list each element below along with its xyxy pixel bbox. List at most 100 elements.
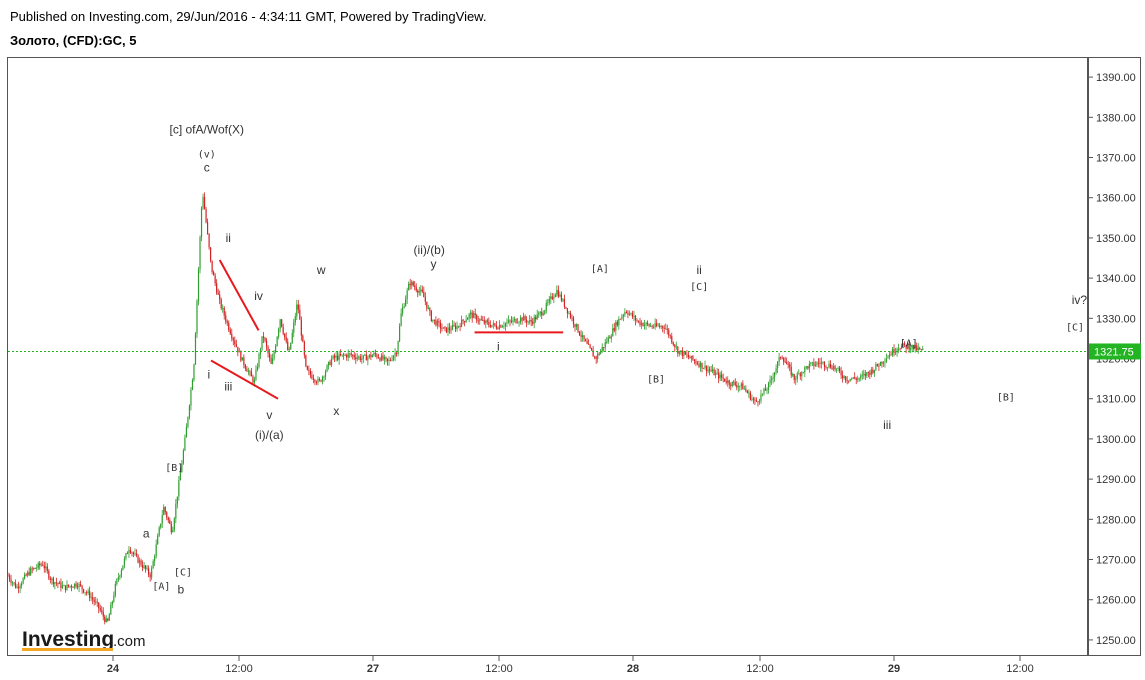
candle-body — [234, 340, 236, 345]
wave-label: i — [208, 368, 211, 382]
candle-body — [138, 560, 141, 563]
candle-body — [61, 585, 64, 588]
candle-body — [132, 552, 135, 554]
candle-body — [637, 320, 640, 322]
candle-body — [840, 371, 842, 376]
candle-body — [21, 583, 23, 586]
x-tick-label: 12:00 — [746, 663, 774, 675]
candle-body — [287, 341, 289, 350]
candle-body — [46, 566, 48, 571]
candle-body — [668, 329, 670, 336]
candle-body — [775, 368, 777, 373]
candle-body — [721, 374, 723, 378]
investing-logo[interactable]: Investing .com — [22, 628, 146, 651]
candle-body — [814, 364, 817, 366]
candle-body — [624, 312, 626, 316]
candle-body — [166, 512, 168, 518]
candle-body — [367, 356, 369, 361]
candle-body — [473, 313, 475, 319]
candle-body — [352, 355, 354, 356]
wave-label: [A] — [152, 582, 170, 593]
candle-body — [640, 323, 643, 325]
candle-body — [565, 306, 567, 309]
candle-body — [205, 209, 207, 223]
candle-body — [701, 362, 703, 369]
candle-body — [25, 574, 27, 576]
candle-body — [524, 316, 526, 320]
candle-body — [902, 343, 904, 346]
candle-body — [663, 327, 665, 329]
candle-body — [441, 328, 443, 330]
candle-body — [842, 375, 844, 378]
wave-label: v — [266, 408, 272, 422]
candle-body — [671, 336, 673, 343]
candle-body — [916, 345, 918, 351]
candle-body — [866, 372, 868, 376]
x-tick-label: 12:00 — [485, 663, 513, 675]
x-tick-label: 12:00 — [225, 663, 253, 675]
candle-body — [172, 529, 174, 533]
candle-body — [39, 563, 41, 566]
candle-body — [252, 376, 254, 383]
candle-body — [535, 317, 537, 320]
y-tick-label: 1370.00 — [1096, 153, 1136, 165]
candle-body — [547, 302, 549, 304]
wave-label: [C] — [690, 282, 708, 293]
candle-body — [533, 317, 535, 324]
candle-body — [102, 611, 104, 617]
candle-body — [229, 330, 231, 334]
candle-body — [70, 585, 73, 588]
candle-body — [83, 589, 85, 593]
candle-body — [217, 292, 219, 295]
candle-body — [896, 348, 898, 352]
candle-body — [137, 555, 139, 563]
candle-body — [447, 327, 449, 333]
candle-body — [786, 362, 788, 365]
candle-body — [433, 319, 435, 321]
y-axis: 1390.00 1380.00 1370.00 1360.00 1350.00 1340.… — [1088, 72, 1136, 647]
candle-body — [680, 350, 682, 352]
candle-body — [382, 355, 384, 360]
candle-body — [294, 316, 296, 323]
candle-body — [220, 299, 222, 309]
candle-body — [164, 507, 166, 513]
candle-body — [261, 336, 263, 350]
candle-body — [318, 379, 321, 381]
candle-body — [244, 365, 246, 369]
candle-body — [314, 379, 316, 383]
candle-body — [13, 582, 15, 584]
candle-body — [660, 326, 662, 327]
candle-body — [589, 344, 591, 348]
candle-body — [521, 317, 523, 321]
candle-body — [586, 341, 588, 344]
candle-body — [96, 601, 98, 603]
candle-body — [772, 377, 774, 379]
candle-body — [767, 383, 770, 390]
candle-body — [14, 583, 17, 588]
candle-body — [764, 388, 767, 391]
candle-body — [766, 389, 768, 391]
candle-body — [612, 328, 614, 337]
candle-body — [884, 361, 886, 363]
candle-body — [347, 353, 349, 358]
candle-body — [607, 337, 609, 342]
candle-body — [51, 578, 53, 580]
candle-body — [353, 355, 355, 358]
candle-body — [615, 321, 617, 331]
candle-body — [383, 357, 386, 360]
candle-body — [149, 574, 151, 578]
candle-body — [642, 323, 644, 326]
candle-body — [34, 568, 36, 569]
candle-body — [609, 337, 611, 339]
candle-body — [839, 368, 841, 372]
candle-body — [795, 379, 797, 380]
last-price-badge-bg — [1089, 343, 1141, 360]
candle-body — [707, 369, 709, 372]
candle-body — [908, 344, 910, 350]
wave-label: iv? — [1072, 293, 1088, 307]
candle-body — [512, 319, 514, 322]
candle-body — [278, 328, 280, 337]
wave-label: ii — [697, 263, 702, 277]
candle-body — [879, 361, 882, 367]
